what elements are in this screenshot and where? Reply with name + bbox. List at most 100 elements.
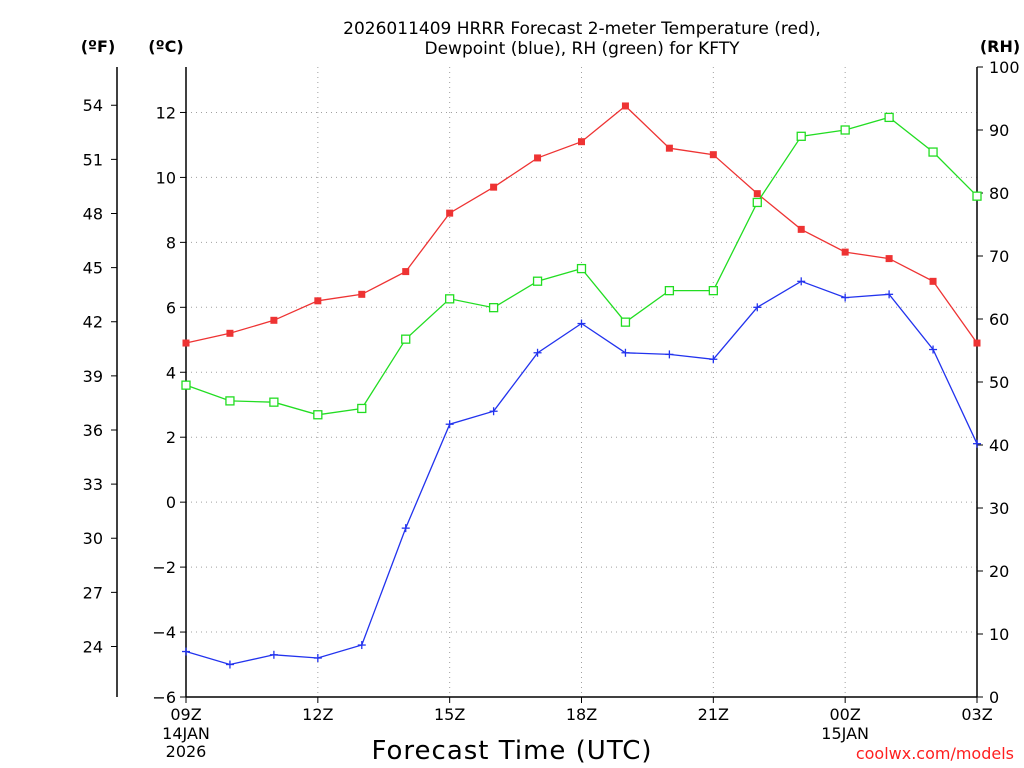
rh-tick-label: 90 (989, 121, 1009, 140)
x-tick-label: 09Z (170, 705, 201, 724)
x-tick-date-label: 2026 (166, 742, 207, 761)
rh-point (840, 125, 850, 135)
fahrenheit-tick-label: 24 (83, 637, 103, 656)
celsius-axis-unit: (ºC) (148, 37, 183, 56)
fahrenheit-tick-label: 39 (83, 367, 103, 386)
temperature-point (665, 144, 673, 152)
celsius-tick-label: 6 (166, 298, 176, 317)
temperature-point (841, 248, 849, 256)
temperature-point (621, 102, 629, 110)
temperature-point (534, 154, 542, 162)
rh-point (576, 263, 587, 274)
dewpoint-point (269, 650, 278, 659)
temperature-point (446, 209, 454, 217)
dewpoint-point (929, 345, 938, 354)
rh-point (445, 294, 455, 304)
dewpoint-point (357, 641, 366, 650)
series-rh (181, 112, 982, 420)
rh-axis-unit: (RH) (980, 37, 1020, 56)
rh-tick-label: 70 (989, 247, 1009, 266)
fahrenheit-tick-label: 33 (83, 475, 103, 494)
series-dewpoint (182, 277, 981, 669)
dewpoint-point (225, 660, 234, 669)
rh-point (225, 396, 235, 406)
x-tick-label: 21Z (698, 705, 729, 724)
chart-title-line-2: Dewpoint (blue), RH (green) for KFTY (425, 39, 741, 59)
rh-point (313, 410, 323, 420)
dewpoint-point (401, 524, 410, 533)
x-tick-label: 03Z (961, 705, 992, 724)
rh-tick-label: 0 (989, 688, 999, 707)
temperature-point (490, 183, 498, 191)
celsius-tick-label: −6 (152, 688, 176, 707)
temperature-point (885, 255, 893, 263)
temperature-point (929, 277, 937, 285)
tick-labels: −6−4−20246810122427303336394245485154010… (83, 58, 1020, 761)
dewpoint-point (621, 348, 630, 357)
temperature-point (973, 339, 981, 347)
rh-point (357, 403, 367, 414)
dewpoint-point (489, 407, 498, 416)
celsius-tick-label: 8 (166, 233, 176, 252)
celsius-tick-label: −2 (152, 558, 176, 577)
rh-tick-label: 80 (989, 184, 1009, 203)
celsius-tick-label: 10 (156, 168, 176, 187)
celsius-tick-label: 2 (166, 428, 176, 447)
series-temperature (182, 102, 981, 347)
axes (116, 67, 978, 698)
dewpoint-point (709, 355, 718, 364)
x-tick-label: 00Z (830, 705, 861, 724)
rh-point (269, 397, 279, 407)
dewpoint-point (313, 654, 322, 663)
rh-tick-label: 10 (989, 625, 1009, 644)
chart-title-line-1: 2026011409 HRRR Forecast 2-meter Tempera… (343, 19, 821, 39)
credit-link[interactable]: coolwx.com/models (856, 744, 1014, 763)
fahrenheit-tick-label: 45 (83, 259, 103, 278)
x-axis-label: Forecast Time (UTC) (371, 736, 652, 766)
temperature-point (402, 268, 410, 276)
fahrenheit-tick-label: 30 (83, 529, 103, 548)
temperature-point (358, 290, 366, 298)
temperature-point (226, 329, 234, 337)
temperature-point (709, 151, 717, 159)
dewpoint-point (841, 293, 850, 302)
rh-point (928, 147, 938, 157)
x-tick-label: 15Z (434, 705, 465, 724)
x-tick-date-label: 15JAN (821, 724, 869, 743)
x-tick-label: 12Z (302, 705, 333, 724)
celsius-tick-label: 12 (156, 103, 176, 122)
x-tick-label: 18Z (566, 705, 597, 724)
temperature-point (753, 190, 761, 198)
rh-point (884, 112, 894, 123)
rh-point (401, 334, 411, 344)
dewpoint-point (665, 350, 674, 359)
temperature-point (314, 297, 322, 305)
dewpoint-point (182, 647, 190, 656)
data-series (181, 102, 982, 669)
rh-tick-label: 30 (989, 499, 1009, 518)
rh-tick-label: 60 (989, 310, 1009, 329)
rh-tick-label: 100 (989, 58, 1020, 77)
fahrenheit-tick-label: 48 (83, 204, 103, 223)
fahrenheit-tick-label: 36 (83, 421, 103, 440)
temperature-point (578, 138, 585, 146)
dewpoint-point (753, 303, 762, 312)
rh-tick-label: 20 (989, 562, 1009, 581)
dewpoint-point (533, 348, 542, 357)
rh-tick-label: 40 (989, 436, 1009, 455)
dewpoint-point (973, 439, 981, 448)
dewpoint-point (797, 277, 806, 286)
fahrenheit-tick-label: 42 (83, 313, 103, 332)
temperature-point (270, 316, 278, 324)
temperature-point (182, 339, 190, 347)
rh-tick-label: 50 (989, 373, 1009, 392)
grid-lines (185, 67, 978, 698)
rh-point (752, 197, 762, 208)
dewpoint-point (445, 420, 454, 429)
celsius-tick-label: 4 (166, 363, 176, 382)
dewpoint-point (885, 290, 894, 299)
rh-point (972, 191, 982, 201)
fahrenheit-axis-unit: (ºF) (81, 37, 116, 56)
celsius-tick-label: −4 (152, 623, 176, 642)
